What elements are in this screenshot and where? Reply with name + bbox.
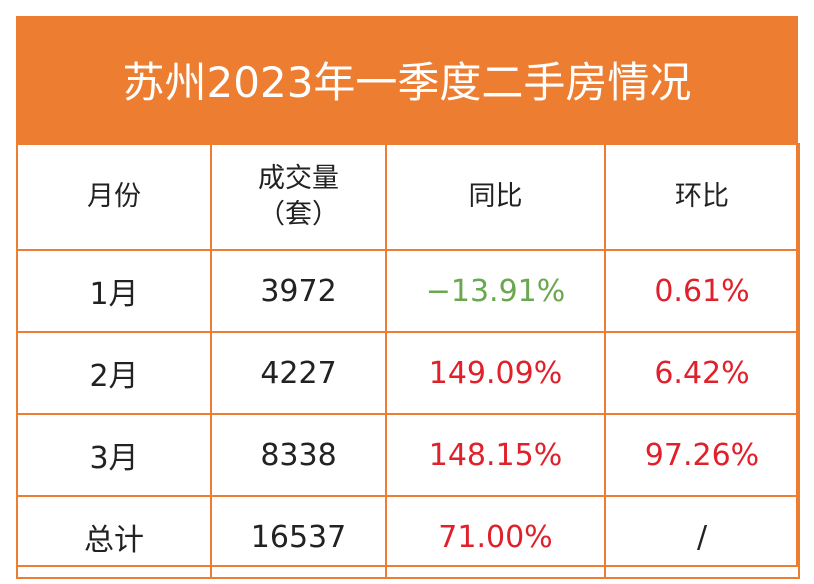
cell: 3月 <box>16 413 212 497</box>
title: 苏州2023年一季度二手房情况 <box>16 16 798 143</box>
row: 2月 4227 149.09% 6.42% <box>16 331 800 415</box>
cell: 2月 <box>16 331 212 415</box>
cell: 8338 <box>210 413 387 497</box>
cell: 4227 <box>210 331 387 415</box>
cell: 1月 <box>16 249 212 333</box>
cell: 148.15% <box>385 413 606 497</box>
cell: −13.91% <box>385 249 606 333</box>
column-header: 月份 <box>16 143 212 251</box>
table: 月份 成交量 （套） 同比 环比 1月 3972 −13.91% 0.61% 2… <box>16 143 800 579</box>
column-header: 成交量 （套） <box>210 143 387 251</box>
cell: 71.00% <box>385 495 606 579</box>
cell: 149.09% <box>385 331 606 415</box>
column-header: 同比 <box>385 143 606 251</box>
column-header: 环比 <box>604 143 800 251</box>
cell: 3972 <box>210 249 387 333</box>
cell: 总计 <box>16 495 212 579</box>
row: 3月 8338 148.15% 97.26% <box>16 413 800 497</box>
cell: 6.42% <box>604 331 800 415</box>
cell: 0.61% <box>604 249 800 333</box>
row: 1月 3972 −13.91% 0.61% <box>16 249 800 333</box>
header-row: 月份 成交量 （套） 同比 环比 <box>16 143 800 251</box>
cell: 97.26% <box>604 413 800 497</box>
row: 总计 16537 71.00% / <box>16 495 800 579</box>
cell: 16537 <box>210 495 387 579</box>
cell: / <box>604 495 800 579</box>
